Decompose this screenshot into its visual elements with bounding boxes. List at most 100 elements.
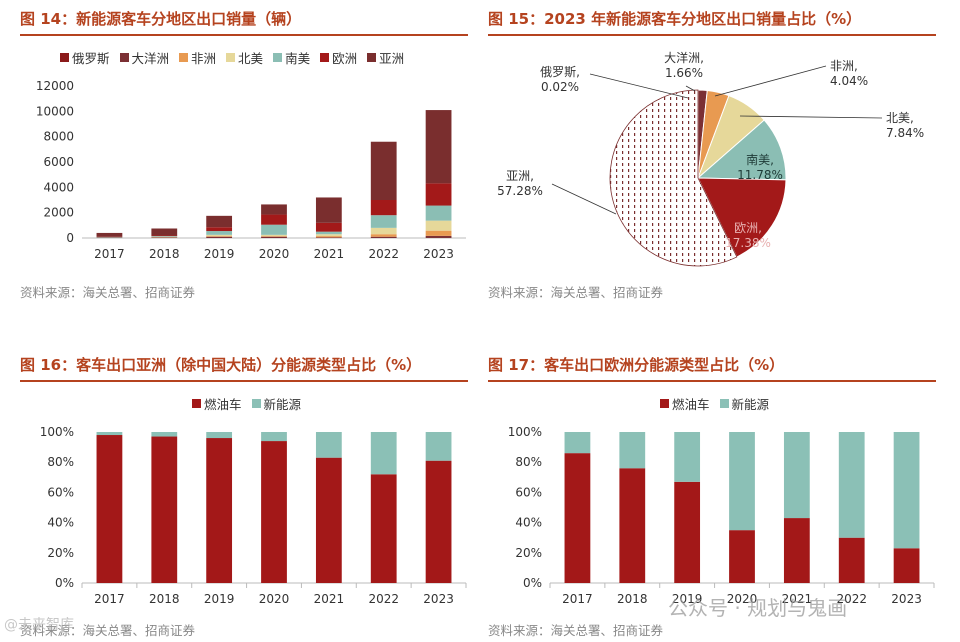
bar-segment-oceania xyxy=(261,236,287,238)
bar-segment-south_america xyxy=(96,237,123,238)
legend-item-asia: 亚洲 xyxy=(367,48,404,67)
legend-swatch xyxy=(226,53,236,62)
fig14-panel: 图 14：新能源客车分地区出口销量（辆） 俄罗斯 大洋洲 非洲 北美 南美 欧洲… xyxy=(20,8,468,308)
bar-segment-africa xyxy=(315,236,342,238)
bar-segment-nev xyxy=(564,432,591,454)
y-tick-label: 20% xyxy=(515,546,542,560)
bar-segment-fuel xyxy=(315,457,342,583)
bar-segment-europe xyxy=(370,200,397,216)
bar-segment-europe xyxy=(425,183,452,206)
bar-segment-africa xyxy=(425,230,452,236)
bar-segment-north_america xyxy=(151,236,178,238)
legend-label: 南美 xyxy=(285,51,311,66)
bar-segment-nev xyxy=(729,432,755,531)
fig14-source: 资料来源：海关总署、招商证券 xyxy=(20,285,196,300)
legend-swatch xyxy=(719,399,729,408)
y-tick-label: 4000 xyxy=(43,180,74,194)
fig15-source: 资料来源：海关总署、招商证券 xyxy=(488,285,664,300)
bar-segment-north_america xyxy=(315,234,342,237)
fig16-title: 图 16：客车出口亚洲（除中国大陆）分能源类型占比（%） xyxy=(20,354,468,382)
legend-label: 大洋洲 xyxy=(131,51,170,66)
bar-segment-fuel xyxy=(783,518,810,583)
y-tick-label: 40% xyxy=(47,516,74,530)
x-tick-label: 2021 xyxy=(314,247,345,261)
y-tick-label: 80% xyxy=(515,455,542,469)
x-tick-label: 2018 xyxy=(149,592,180,606)
legend-swatch xyxy=(251,399,261,408)
fig15-title: 图 15：2023 年新能源客车分地区出口销量占比（%） xyxy=(488,8,936,36)
pie-label-value-oceania: 1.66% xyxy=(665,66,703,80)
bar-segment-oceania xyxy=(206,236,233,238)
bar-segment-nev xyxy=(315,432,342,458)
y-tick-label: 80% xyxy=(47,455,74,469)
legend-label: 燃油车 xyxy=(672,397,710,412)
legend-swatch xyxy=(192,399,201,408)
legend-swatch xyxy=(660,399,669,408)
bar-segment-nev xyxy=(783,432,810,519)
legend-label: 燃油车 xyxy=(204,397,242,412)
bar-segment-fuel xyxy=(206,438,233,583)
fig16-panel: 图 16：客车出口亚洲（除中国大陆）分能源类型占比（%） 燃油车 新能源 0% 2… xyxy=(20,354,468,640)
bar-segment-south_america xyxy=(370,215,397,228)
x-tick-label: 2017 xyxy=(94,592,125,606)
bar-segment-europe xyxy=(315,222,342,232)
bar-segment-nev xyxy=(206,432,233,439)
bar-segment-europe xyxy=(151,235,178,237)
fig17-chart: 0% 20% 40% 60% 80% 100% 2017 2018 2019 2020 2021 20… xyxy=(508,425,935,606)
x-tick-label: 2020 xyxy=(259,247,290,261)
bar-segment-fuel xyxy=(893,548,920,583)
legend-item-fuel: 燃油车 xyxy=(192,394,242,413)
legend-item-nev: 新能源 xyxy=(719,394,770,413)
bar-segment-europe xyxy=(261,214,287,225)
pie-leader-africa xyxy=(714,65,827,97)
legend-label: 新能源 xyxy=(731,397,770,412)
fig14-title: 图 14：新能源客车分地区出口销量（辆） xyxy=(20,8,468,36)
legend-item-africa: 非洲 xyxy=(179,48,216,67)
bar-segment-fuel xyxy=(261,441,287,583)
pie-leader-asia xyxy=(551,183,617,215)
x-tick-label: 2023 xyxy=(423,247,454,261)
bar-segment-fuel xyxy=(425,460,452,583)
x-tick-label: 2018 xyxy=(149,247,180,261)
x-tick-label: 2022 xyxy=(368,592,399,606)
bar-segment-north_america xyxy=(206,234,233,237)
bar-segment-south_america xyxy=(315,231,342,235)
legend-swatch xyxy=(367,53,377,62)
legend-label: 亚洲 xyxy=(379,51,405,66)
fig17-title: 图 17：客车出口欧洲分能源类型占比（%） xyxy=(488,354,936,382)
watermark-corner: @未来智库 xyxy=(4,617,74,633)
pie-label-value-europe: 17.38% xyxy=(725,236,771,250)
bar-segment-africa xyxy=(370,234,397,237)
bar-segment-nev xyxy=(619,432,646,469)
pie-slice-asia xyxy=(609,89,738,267)
pie-label-value-africa: 4.04% xyxy=(830,74,868,88)
x-tick-label: 2019 xyxy=(672,592,703,606)
pie-label-name-russia: 俄罗斯, xyxy=(540,65,580,79)
bar-segment-fuel xyxy=(96,435,123,583)
bar-segment-nev xyxy=(674,432,701,482)
y-tick-label: 0 xyxy=(66,231,74,245)
y-tick-label: 100% xyxy=(40,425,74,439)
bar-segment-europe xyxy=(96,236,123,238)
pie-slice-europe xyxy=(697,177,787,258)
y-tick-label: 6000 xyxy=(43,155,74,169)
bar-segment-asia xyxy=(96,232,123,237)
bar-segment-asia xyxy=(425,110,452,184)
y-tick-label: 20% xyxy=(47,546,74,560)
bar-segment-nev xyxy=(838,432,865,538)
bar-segment-fuel xyxy=(564,453,591,583)
pie-slice-south_america xyxy=(696,119,787,181)
y-tick-label: 2000 xyxy=(43,206,74,220)
y-tick-label: 8000 xyxy=(43,130,74,144)
bar-segment-oceania xyxy=(315,237,342,238)
legend-label: 俄罗斯 xyxy=(72,51,110,66)
bar-segment-north_america xyxy=(425,220,452,231)
legend-item-nev: 新能源 xyxy=(251,394,301,413)
legend-label: 非洲 xyxy=(191,51,217,66)
legend-item-north-america: 北美 xyxy=(226,48,263,67)
y-tick-label: 0% xyxy=(523,576,542,590)
y-tick-label: 0% xyxy=(55,576,74,590)
pie-label-name-south_america: 南美, xyxy=(746,152,774,167)
x-tick-label: 2019 xyxy=(204,247,235,261)
pie-leader-north_america xyxy=(739,115,883,119)
